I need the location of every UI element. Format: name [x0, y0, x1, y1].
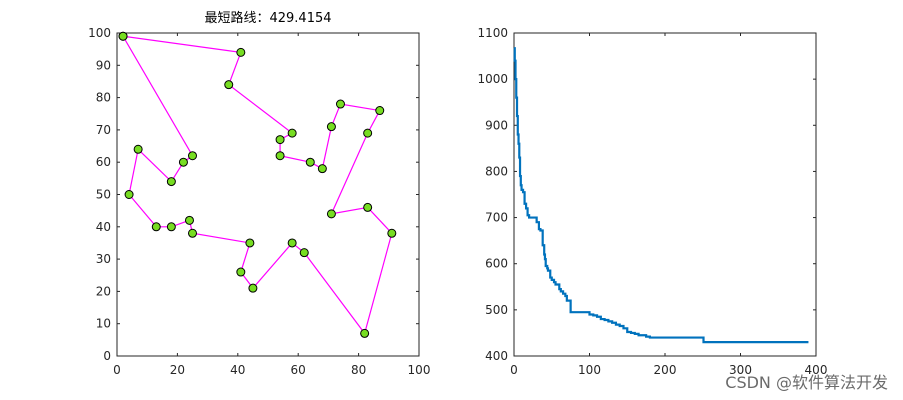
city-marker	[118, 31, 128, 41]
y-tick-label: 800	[485, 164, 508, 178]
y-tick-label: 80	[96, 91, 111, 105]
city-marker	[375, 106, 385, 116]
city-marker	[335, 99, 345, 109]
city-marker	[387, 228, 397, 238]
y-tick-label: 50	[96, 188, 111, 202]
city-marker	[248, 283, 258, 293]
x-tick-label: 0	[113, 363, 121, 377]
city-marker	[245, 238, 255, 248]
y-tick-label: 900	[485, 118, 508, 132]
city-marker	[236, 267, 246, 277]
x-tick-label: 400	[805, 363, 828, 377]
y-tick-label: 30	[96, 252, 111, 266]
city-marker	[184, 215, 194, 225]
city-marker	[275, 151, 285, 161]
route-plot-frame	[116, 32, 420, 357]
city-marker	[326, 122, 336, 132]
city-marker	[133, 144, 143, 154]
y-tick-label: 400	[485, 349, 508, 363]
y-tick-label: 700	[485, 211, 508, 225]
city-marker	[287, 128, 297, 138]
city-marker	[363, 128, 373, 138]
x-tick-label: 200	[654, 363, 677, 377]
y-tick-label: 10	[96, 317, 111, 331]
y-tick-label: 600	[485, 257, 508, 271]
convergence-plot-frame	[513, 32, 817, 357]
city-marker	[299, 248, 309, 258]
x-tick-label: 300	[729, 363, 752, 377]
city-marker	[166, 222, 176, 232]
city-marker	[188, 228, 197, 238]
x-tick-label: 60	[291, 363, 306, 377]
y-tick-label: 70	[96, 123, 111, 137]
city-marker	[124, 190, 134, 199]
city-marker	[188, 151, 197, 161]
city-marker	[317, 164, 327, 174]
city-marker	[236, 47, 246, 57]
y-tick-label: 40	[96, 220, 111, 234]
x-tick-label: 40	[230, 363, 245, 377]
convergence-line	[513, 47, 809, 344]
city-marker	[224, 80, 234, 90]
city-marker	[166, 177, 176, 187]
route-plot-title: 最短路线：429.4154	[204, 10, 331, 26]
y-tick-label: 1000	[477, 72, 508, 86]
y-tick-label: 100	[88, 26, 111, 40]
city-marker	[178, 157, 188, 167]
x-tick-label: 100	[578, 363, 601, 377]
x-tick-label: 100	[408, 363, 431, 377]
y-tick-label: 500	[485, 303, 508, 317]
city-marker	[360, 328, 370, 338]
y-tick-label: 1100	[477, 26, 508, 40]
y-tick-label: 90	[96, 58, 111, 72]
city-marker	[305, 157, 315, 167]
convergence-plot: 0 100 200 300 400 400 500 600 700 800 900 1000 1100	[477, 26, 827, 377]
city-marker	[151, 222, 161, 232]
x-tick-label: 80	[351, 363, 366, 377]
city-marker	[363, 202, 373, 212]
x-tick-label: 0	[510, 363, 518, 377]
city-marker	[326, 209, 336, 219]
city-marker	[287, 238, 297, 248]
y-tick-label: 0	[103, 349, 111, 363]
route-plot: 最短路线：429.4154 0 20 40 60 80 100 0 10 20 30 40 50 60 7…	[88, 10, 430, 377]
y-tick-label: 60	[96, 155, 111, 169]
y-tick-label: 20	[96, 284, 111, 298]
x-tick-label: 20	[170, 363, 185, 377]
city-marker	[275, 135, 285, 145]
watermark: CSDN @软件算法开发	[725, 373, 888, 392]
